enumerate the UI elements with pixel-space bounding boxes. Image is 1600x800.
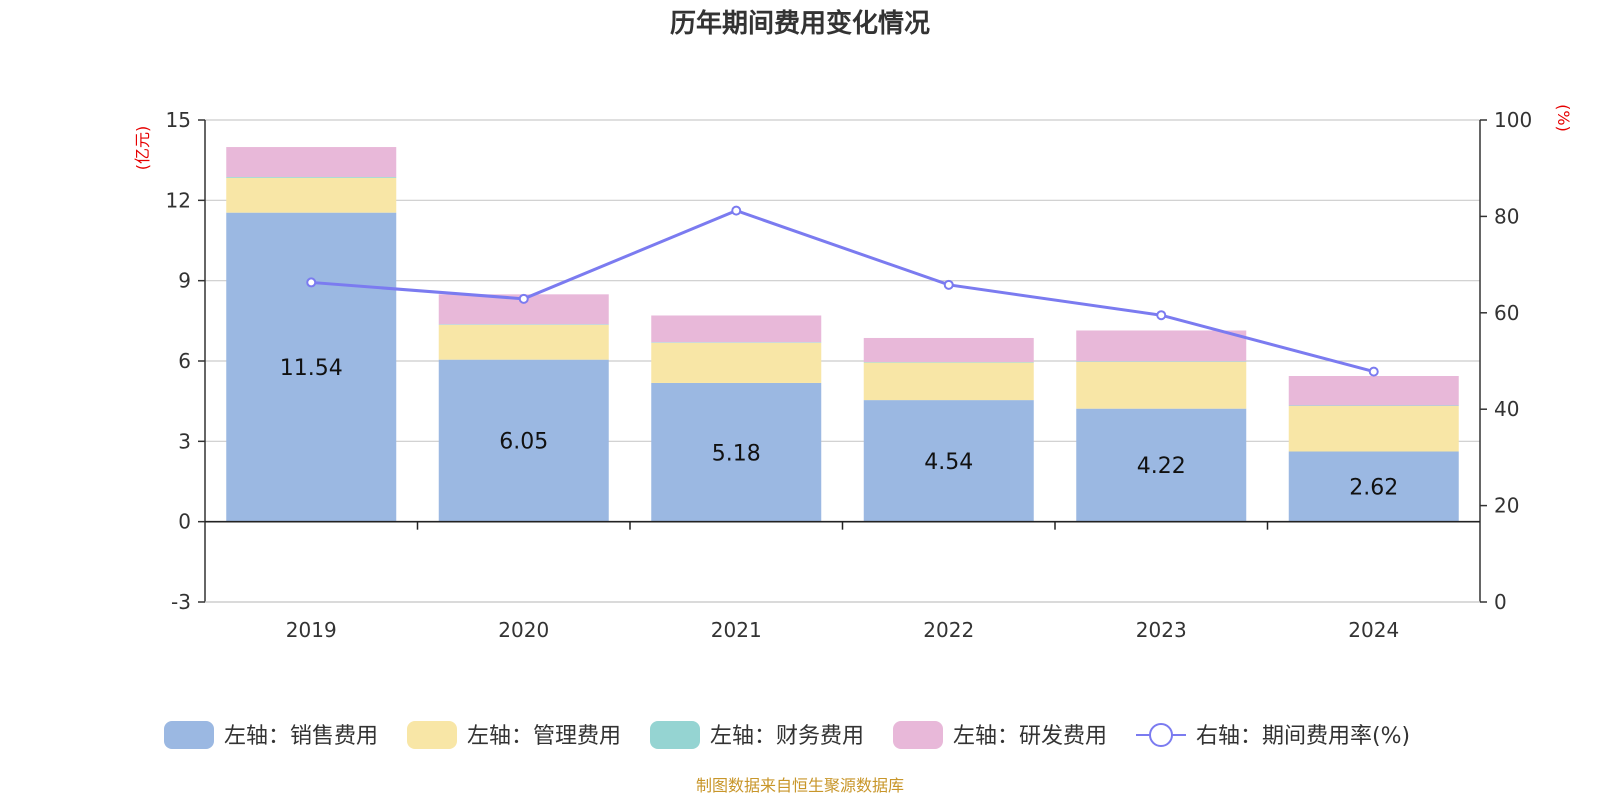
bar-segment (226, 177, 397, 178)
legend-label: 左轴：财务费用 (710, 724, 864, 749)
right-tick-label: 40 (1494, 397, 1519, 421)
left-tick-label: 0 (178, 510, 191, 534)
bar-segment (438, 324, 609, 360)
right-axis-unit: (%) (1554, 104, 1573, 132)
left-tick-label: -3 (171, 590, 191, 614)
legend-swatch (164, 721, 214, 749)
bar-segment (1288, 405, 1459, 406)
bar-segment (651, 382, 822, 522)
left-tick-label: 3 (178, 429, 191, 453)
bar-segment (226, 177, 397, 213)
bar-value-label: 5.18 (712, 441, 761, 466)
legend-swatch (407, 721, 457, 749)
data-source-note: 制图数据来自恒生聚源数据库 (696, 776, 904, 795)
x-tick-label: 2021 (711, 618, 762, 642)
bar-segment (438, 359, 609, 522)
right-tick-label: 20 (1494, 494, 1519, 518)
left-tick-label: 6 (178, 349, 191, 373)
left-tick-label: 9 (178, 269, 191, 293)
rate-line-layer (306, 205, 1379, 377)
rate-line (311, 209, 1375, 374)
legend-swatch (893, 721, 943, 749)
axes: 15 12 9 6 3 0 -3 100 80 60 40 20 0 2019 2020 2021 2022 20… (166, 108, 1533, 642)
chart-title: 历年期间费用变化情况 (670, 8, 930, 39)
bar-segment (226, 147, 397, 178)
legend-label: 左轴：销售费用 (224, 724, 378, 749)
bar-segment (1288, 451, 1459, 522)
bar-segment (1076, 361, 1247, 362)
bar-segment (651, 315, 822, 343)
bar-segment (863, 337, 1034, 363)
rate-point (306, 277, 317, 288)
x-tick-label: 2019 (286, 618, 337, 642)
left-tick-label: 15 (166, 108, 191, 132)
bar-segment (651, 342, 822, 343)
bar-value-label: 6.05 (499, 430, 548, 455)
bar-value-label: 11.54 (280, 356, 343, 381)
left-axis-unit: (亿元) (133, 126, 152, 171)
right-tick-label: 0 (1494, 590, 1507, 614)
bar-segment (651, 342, 822, 383)
bar-segment (1076, 330, 1247, 362)
legend-swatch (650, 721, 700, 749)
bar-segment (863, 362, 1034, 401)
bar-segment (863, 362, 1034, 363)
legend-label: 左轴：管理费用 (467, 724, 621, 749)
legend: 左轴：销售费用 左轴：管理费用 左轴：财务费用 左轴：研发费用 右轴：期间费用率(%) (164, 721, 1410, 749)
x-tick-label: 2024 (1348, 618, 1399, 642)
right-tick-label: 100 (1494, 108, 1532, 132)
x-tick-label: 2023 (1136, 618, 1187, 642)
legend-label: 右轴：期间费用率(%) (1196, 724, 1410, 749)
data-label-layer: 11.54 6.05 5.18 4.54 4.22 2.62 (280, 356, 1398, 500)
bar-segment (1076, 408, 1247, 522)
bar-segment (438, 324, 609, 325)
bar-value-label: 2.62 (1349, 476, 1398, 501)
bar-segment (1288, 405, 1459, 452)
x-tick-label: 2022 (923, 618, 974, 642)
rate-point (1368, 366, 1379, 377)
legend-label: 左轴：研发费用 (953, 724, 1107, 749)
bar-segment (226, 212, 397, 522)
right-tick-label: 60 (1494, 301, 1519, 325)
rate-point (1156, 310, 1167, 321)
bar-segment (1076, 361, 1247, 409)
legend-marker (1149, 723, 1173, 747)
rate-point (943, 279, 954, 290)
bar-value-label: 4.22 (1137, 454, 1186, 479)
bar-segment (1288, 375, 1459, 406)
bar-segment (863, 400, 1034, 522)
x-tick-label: 2020 (498, 618, 549, 642)
left-tick-label: 12 (166, 188, 191, 212)
rate-point (518, 293, 529, 304)
bar-layer (226, 147, 1459, 522)
right-tick-label: 80 (1494, 204, 1519, 228)
bar-value-label: 4.54 (924, 450, 973, 475)
rate-point (731, 205, 742, 216)
